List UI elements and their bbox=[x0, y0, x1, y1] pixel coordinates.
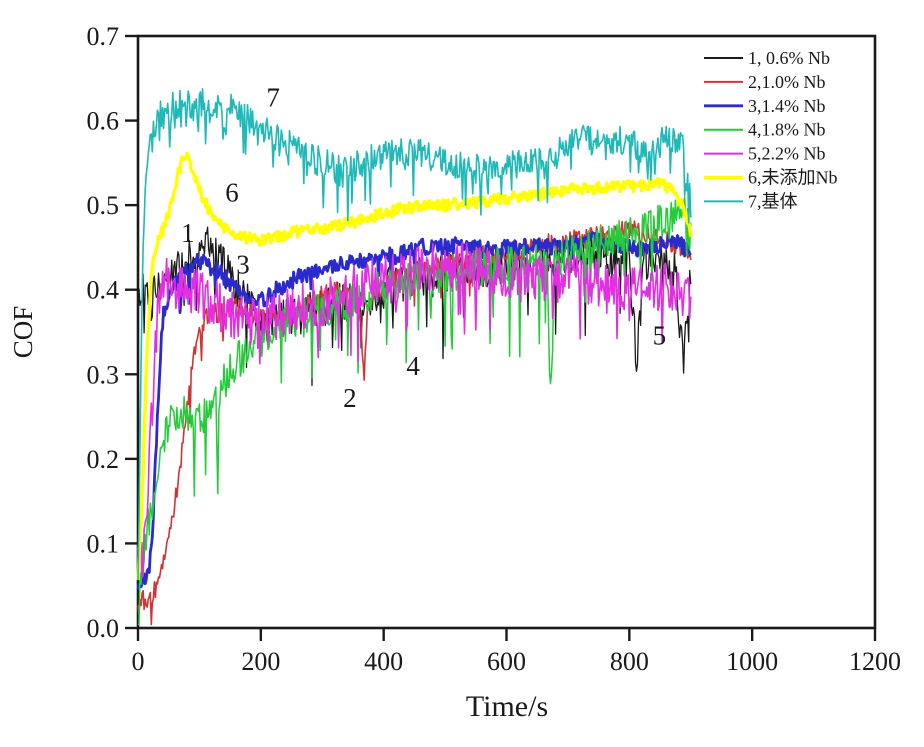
legend-label: 5,2.2% Nb bbox=[748, 144, 826, 164]
legend-item: 7,基体 bbox=[704, 191, 798, 211]
series-lines bbox=[136, 88, 693, 626]
legend-label: 1, 0.6% Nb bbox=[748, 48, 830, 68]
y-tick-label: 0.6 bbox=[87, 107, 120, 136]
y-axis-ticks: 0.0 0.1 0.2 0.3 0.4 0.5 0.6 0.7 bbox=[87, 22, 138, 643]
series-line-7 bbox=[137, 88, 692, 581]
x-axis-title: Time/s bbox=[466, 690, 548, 723]
y-tick-label: 0.2 bbox=[87, 445, 120, 474]
legend-item: 6,未添加Nb bbox=[704, 168, 838, 188]
x-tick-label: 200 bbox=[241, 647, 280, 676]
x-tick-label: 1200 bbox=[849, 647, 901, 676]
series-line-6 bbox=[136, 151, 693, 581]
x-tick-label: 0 bbox=[132, 647, 145, 676]
legend-label: 4,1.8% Nb bbox=[748, 120, 826, 140]
legend-item: 3,1.4% Nb bbox=[704, 96, 826, 116]
y-tick-label: 0.7 bbox=[87, 22, 120, 51]
legend-label: 3,1.4% Nb bbox=[748, 96, 826, 116]
x-tick-label: 400 bbox=[364, 647, 403, 676]
y-tick-label: 0.1 bbox=[87, 529, 120, 558]
curve-number-annotations: 1 2 3 4 5 6 7 bbox=[181, 83, 666, 413]
curve-number-label: 7 bbox=[266, 83, 280, 113]
series-line-5 bbox=[137, 241, 692, 578]
legend-item: 2,1.0% Nb bbox=[704, 72, 826, 92]
legend-label: 6,未添加Nb bbox=[748, 168, 838, 188]
y-tick-label: 0.3 bbox=[87, 360, 120, 389]
x-tick-label: 1000 bbox=[726, 647, 778, 676]
curve-number-label: 6 bbox=[225, 177, 239, 207]
y-tick-label: 0.0 bbox=[87, 614, 120, 643]
y-tick-label: 0.4 bbox=[87, 276, 120, 305]
legend-label: 2,1.0% Nb bbox=[748, 72, 826, 92]
y-axis-title: COF bbox=[8, 306, 38, 359]
legend-item: 4,1.8% Nb bbox=[704, 120, 826, 140]
x-axis-ticks: 0 200 400 600 800 1000 1200 bbox=[132, 628, 901, 676]
legend: 1, 0.6% Nb 2,1.0% Nb 3,1.4% Nb 4,1.8% Nb 5,2… bbox=[704, 48, 838, 211]
curve-number-label: 2 bbox=[343, 383, 357, 413]
y-tick-label: 0.5 bbox=[87, 191, 120, 220]
legend-item: 5,2.2% Nb bbox=[704, 144, 826, 164]
curve-number-label: 5 bbox=[653, 320, 667, 350]
x-tick-label: 600 bbox=[487, 647, 526, 676]
legend-item: 1, 0.6% Nb bbox=[704, 48, 830, 68]
curve-number-label: 3 bbox=[236, 249, 250, 279]
curve-number-label: 4 bbox=[406, 351, 420, 381]
legend-label: 7,基体 bbox=[748, 191, 798, 211]
curve-number-label: 1 bbox=[181, 218, 195, 248]
x-tick-label: 800 bbox=[610, 647, 649, 676]
